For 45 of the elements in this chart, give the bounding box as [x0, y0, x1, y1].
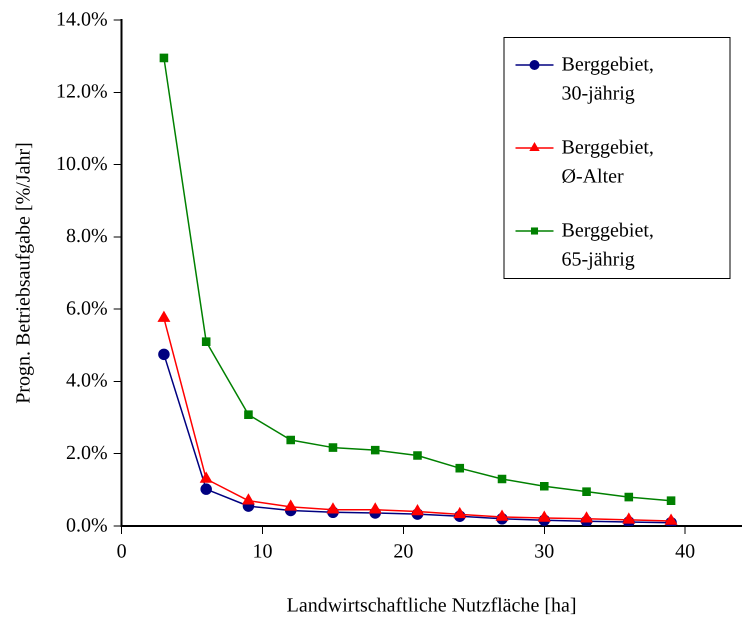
point	[540, 482, 549, 491]
point	[538, 511, 550, 522]
point	[580, 512, 592, 523]
point	[200, 483, 212, 495]
y-tick-label: 14.0%	[56, 8, 108, 30]
point	[370, 446, 380, 454]
x-tick-label: 40	[675, 540, 696, 562]
point	[244, 410, 253, 419]
legend-label: Berggebiet, 65-jährig	[562, 219, 654, 270]
y-tick-label: 4.0%	[66, 370, 108, 392]
y-tick-label: 0.0%	[66, 514, 108, 536]
y-axis-title: Progn. Betriebsaufgabe [%/Jahr]	[12, 142, 34, 404]
x-tick-label: 0	[116, 540, 127, 562]
point	[327, 502, 339, 514]
legend-label: Berggebiet, 30-jährig	[562, 53, 654, 104]
y-tick-label: 12.0%	[56, 80, 108, 103]
x-tick-label: 30	[534, 540, 554, 562]
point	[286, 436, 295, 444]
point	[455, 464, 464, 472]
point	[665, 514, 678, 525]
x-axis-title: Landwirtschaftliche Nutzfläche [ha]	[286, 594, 577, 616]
x-tick-label: 20	[393, 540, 414, 562]
point	[242, 494, 254, 504]
y-tick-label: 8.0%	[66, 225, 108, 248]
y-tick-label: 2.0%	[66, 442, 108, 464]
point	[369, 502, 382, 514]
point	[666, 496, 676, 505]
point	[200, 472, 212, 483]
point	[624, 492, 634, 502]
y-tick-label: 10.0%	[56, 152, 108, 175]
point	[328, 443, 338, 452]
point	[202, 337, 210, 346]
point	[498, 474, 506, 484]
point	[160, 54, 168, 62]
point	[496, 510, 508, 521]
point	[284, 500, 297, 511]
point	[158, 348, 170, 360]
point	[413, 451, 422, 460]
point	[582, 487, 591, 496]
y-tick-label: 6.0%	[66, 297, 108, 320]
legend-label: Berggebiet, Ø-Alter	[562, 136, 654, 188]
x-tick-label: 10	[252, 540, 273, 562]
point	[622, 513, 635, 524]
point	[454, 508, 466, 518]
point	[412, 504, 424, 516]
